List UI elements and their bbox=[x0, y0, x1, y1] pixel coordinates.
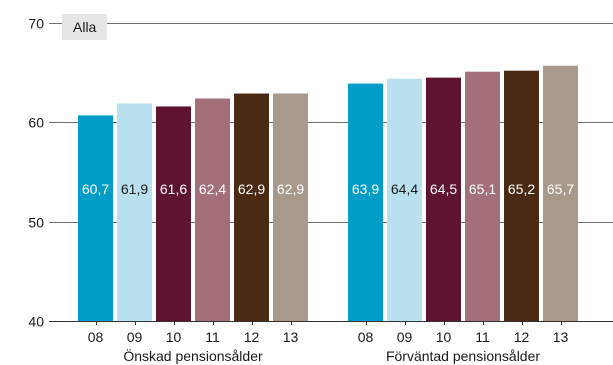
bar-2-13 bbox=[543, 65, 578, 321]
bar-1-08 bbox=[78, 115, 113, 321]
x-tick-label: 13 bbox=[553, 329, 569, 345]
x-tick-label: 08 bbox=[88, 329, 104, 345]
x-tick-label: 09 bbox=[397, 329, 413, 345]
bar-value-label: 63,9 bbox=[352, 181, 379, 197]
x-tick-label: 11 bbox=[205, 329, 220, 345]
bar-value-label: 62,9 bbox=[277, 181, 304, 197]
bars: 60,7 61,9 61,6 62,4 62,9 62,9 63,9 64,4 64,5 65,1… bbox=[78, 65, 578, 322]
bar-value-label: 61,6 bbox=[160, 181, 187, 197]
group-label-2: Förväntad pensionsålder bbox=[386, 348, 540, 364]
bar-value-label: 65,2 bbox=[508, 181, 535, 197]
bar-value-label: 65,7 bbox=[547, 181, 574, 197]
bar-value-label: 64,5 bbox=[430, 181, 457, 197]
bar-value-label: 65,1 bbox=[469, 181, 496, 197]
x-tick-label: 09 bbox=[127, 329, 143, 345]
bar-value-label: 64,4 bbox=[391, 181, 418, 197]
bar-1-12 bbox=[234, 93, 269, 321]
bar-2-11 bbox=[465, 71, 500, 321]
x-tick-label: 11 bbox=[475, 329, 490, 345]
y-tick-label-40: 40 bbox=[28, 314, 44, 330]
x-tick-label: 08 bbox=[358, 329, 374, 345]
y-tick-label-50: 50 bbox=[28, 215, 44, 231]
bar-value-label: 62,4 bbox=[199, 181, 226, 197]
x-tick-label: 10 bbox=[166, 329, 182, 345]
bar-value-label: 61,9 bbox=[121, 181, 148, 197]
bar-value-label: 62,9 bbox=[238, 181, 265, 197]
group-labels: Önskad pensionsålder Förväntad pensionsål… bbox=[123, 347, 540, 364]
bar-1-10 bbox=[156, 106, 191, 321]
filter-label: Alla bbox=[62, 14, 108, 40]
bar-value-label: 60,7 bbox=[82, 181, 109, 197]
bar-1-11 bbox=[195, 98, 230, 321]
bar-1-09 bbox=[117, 103, 152, 322]
group-label-1: Önskad pensionsålder bbox=[123, 347, 263, 364]
bar-2-09 bbox=[387, 78, 422, 321]
y-tick-label-70: 70 bbox=[28, 16, 44, 32]
y-axis-tick-labels: 40 50 60 70 bbox=[28, 16, 44, 330]
x-tick-label: 12 bbox=[514, 329, 530, 345]
y-tick-label-60: 60 bbox=[28, 115, 44, 131]
bar-1-13 bbox=[273, 93, 308, 321]
bar-2-08 bbox=[348, 83, 383, 322]
x-axis-tick-labels: 08 09 10 11 12 13 08 09 10 11 12 13 bbox=[88, 321, 569, 345]
x-tick-label: 12 bbox=[244, 329, 260, 345]
x-tick-label: 13 bbox=[283, 329, 299, 345]
x-tick-label: 10 bbox=[436, 329, 452, 345]
bar-2-10 bbox=[426, 77, 461, 321]
bar-2-12 bbox=[504, 70, 539, 322]
